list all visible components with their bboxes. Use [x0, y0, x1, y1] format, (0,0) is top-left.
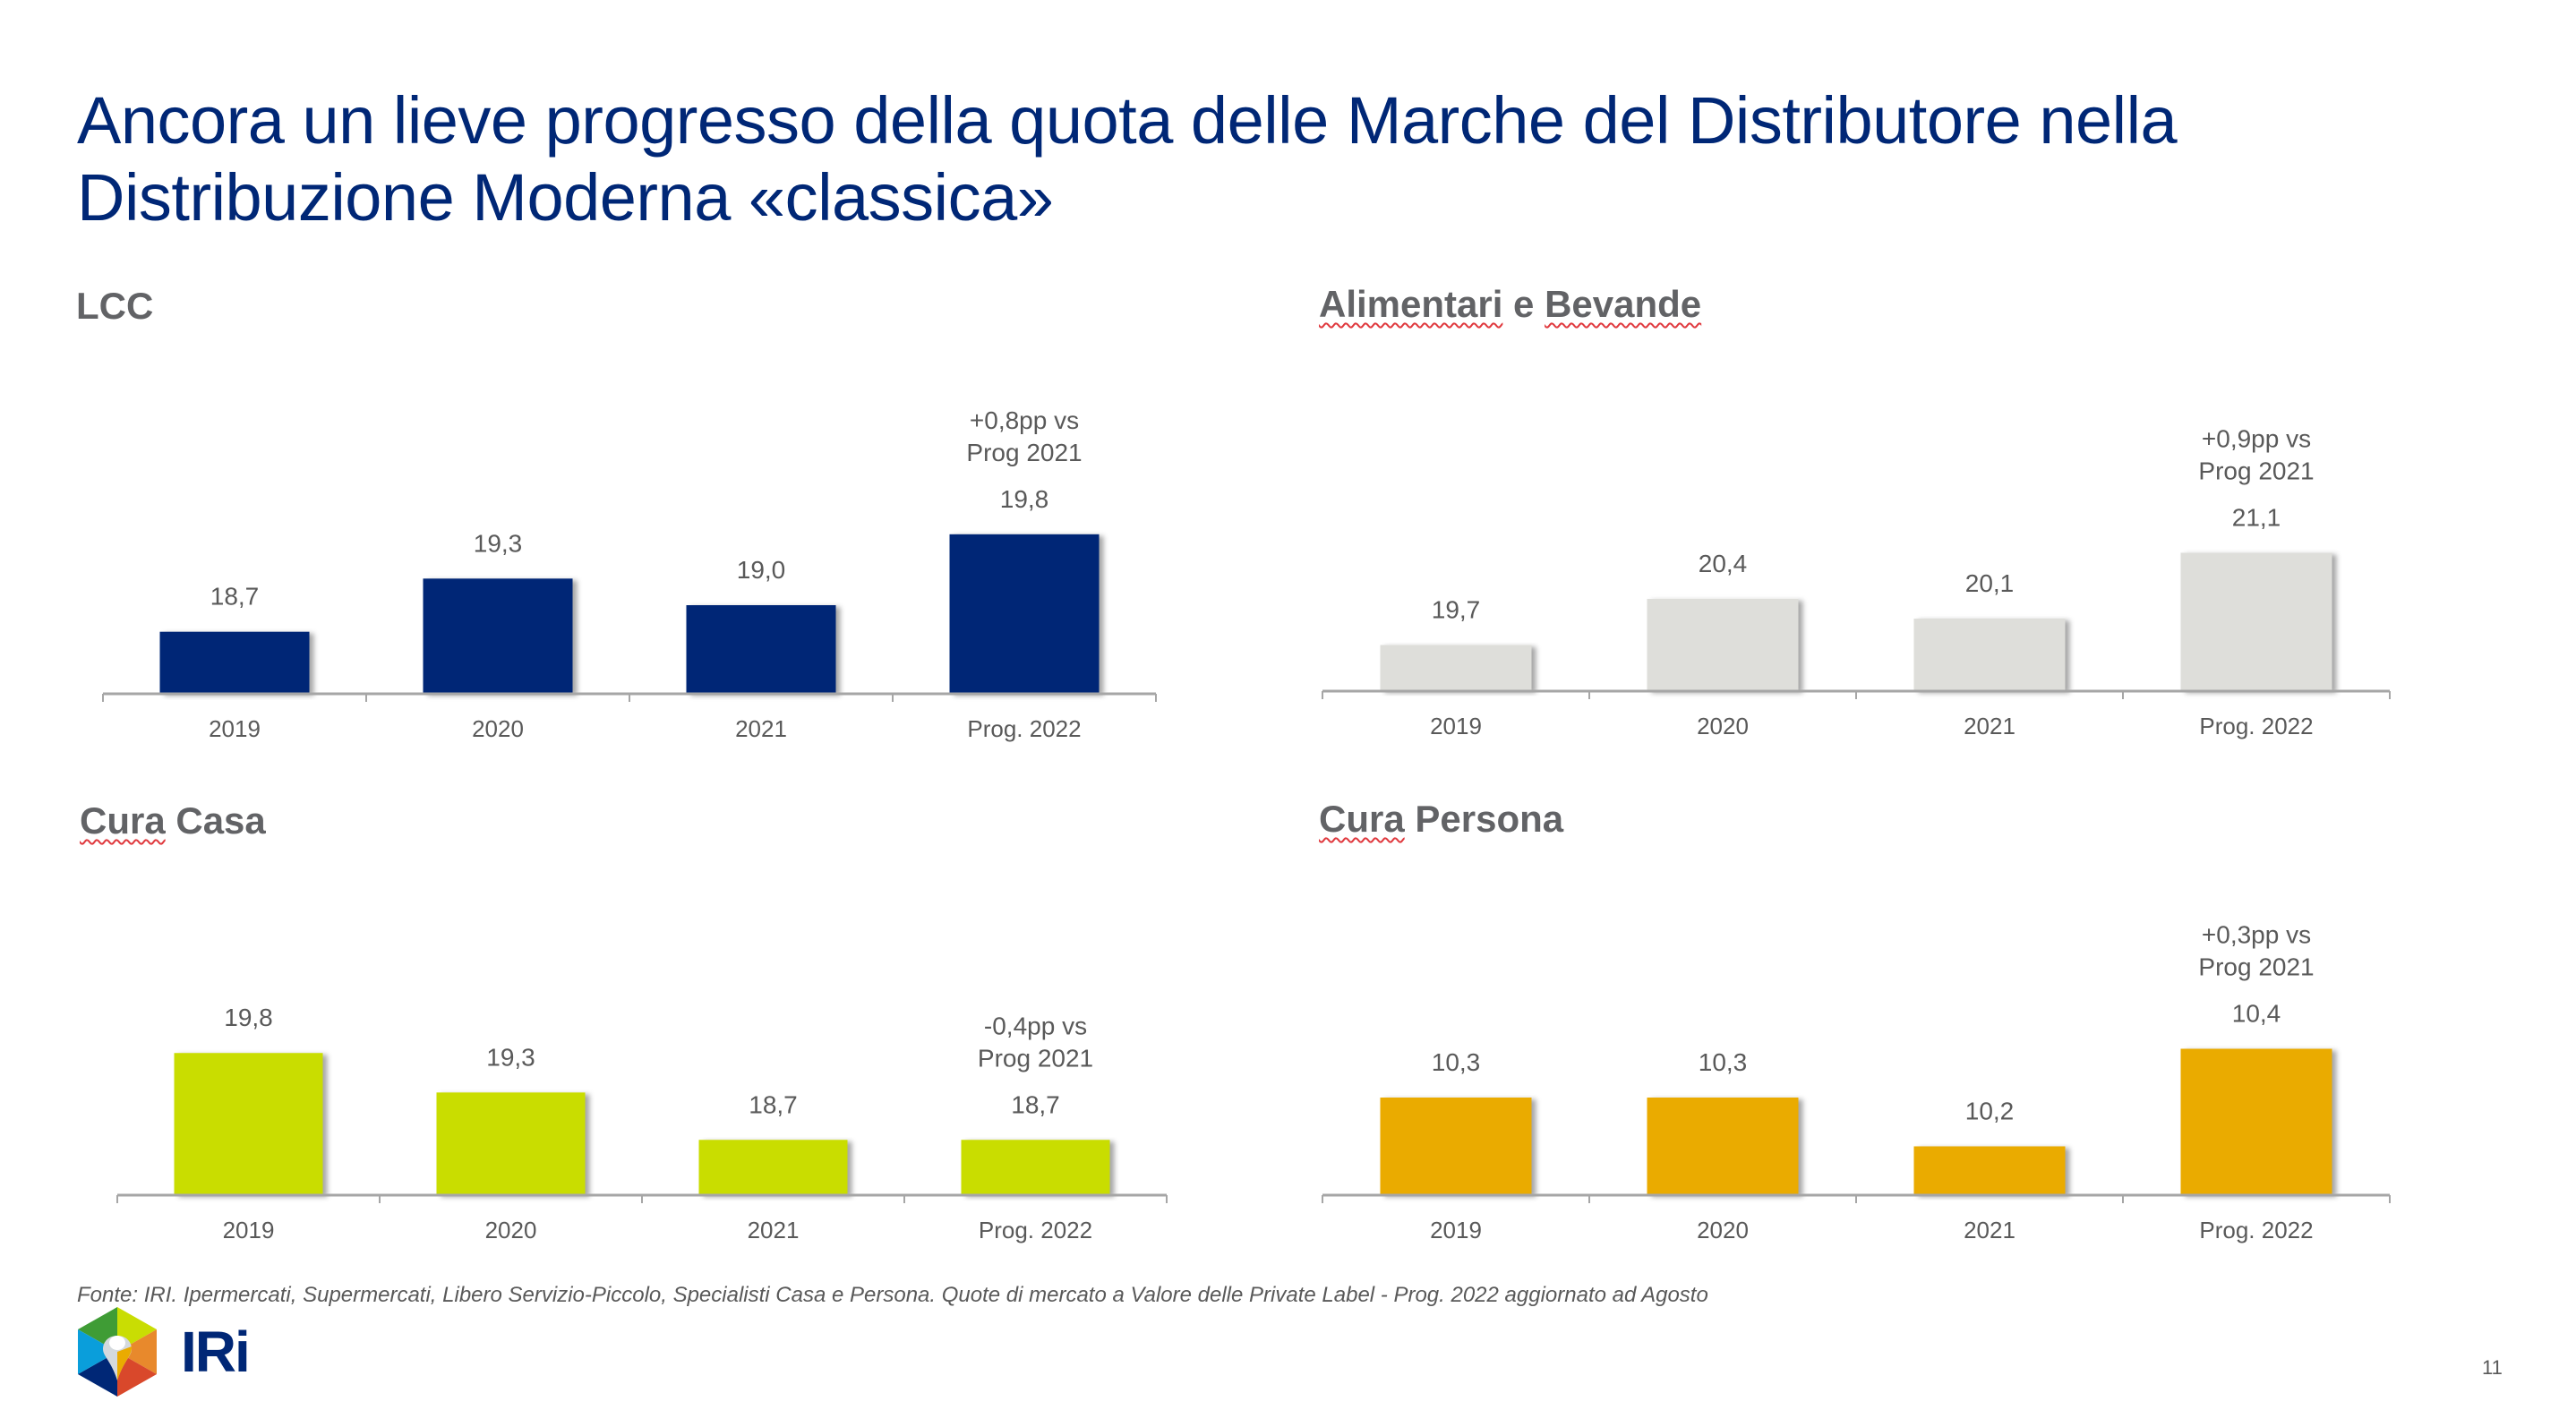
data-label: 10,4 [2232, 1000, 2281, 1028]
x-tick-label: 2019 [1430, 713, 1482, 739]
x-tick-label: 2020 [1697, 713, 1749, 739]
x-tick-label: 2020 [485, 1217, 537, 1243]
bar [1647, 598, 1799, 691]
x-tick-label: Prog. 2022 [979, 1217, 1092, 1243]
chart-title-part: Cura [80, 799, 166, 842]
bar [423, 578, 573, 694]
chart-title-part: Persona [1404, 798, 1564, 840]
chart-title: Cura Persona [1319, 798, 1563, 841]
data-label: 19,0 [737, 556, 786, 584]
bar [174, 1053, 323, 1195]
bar [1647, 1098, 1799, 1195]
bar [949, 534, 1100, 694]
bar [686, 605, 836, 694]
x-tick-label: 2021 [1964, 1217, 2015, 1243]
annotation-label: +0,9pp vs [2202, 424, 2311, 452]
data-label: 18,7 [1011, 1090, 1060, 1118]
data-label: 19,3 [474, 529, 523, 557]
chart-title-part: Alimentari [1319, 283, 1503, 325]
bar [1380, 645, 1532, 691]
bar [2180, 552, 2332, 691]
slide-title-line: Distribuzione Moderna «classica» [77, 160, 1054, 235]
bar [1913, 1146, 2066, 1195]
chart-title: Alimentari e Bevande [1319, 283, 1701, 326]
x-tick-label: Prog. 2022 [967, 715, 1081, 742]
chart-title-part: Cura [1319, 798, 1405, 840]
bar [961, 1140, 1110, 1195]
data-label: 18,7 [210, 583, 260, 611]
x-tick-label: 2020 [472, 715, 524, 742]
bar [1380, 1098, 1532, 1195]
data-label: 20,1 [1965, 569, 2015, 597]
x-tick-label: 2019 [209, 715, 261, 742]
annotation-label: -0,4pp vs [984, 1012, 1087, 1039]
annotation-label: Prog 2021 [2198, 457, 2314, 484]
data-label: 10,3 [1432, 1048, 1481, 1076]
iri-logo: IRi [75, 1305, 254, 1398]
chart-title: LCC [76, 285, 153, 328]
bar [2180, 1048, 2332, 1195]
data-label: 19,8 [224, 1004, 273, 1031]
x-tick-label: 2021 [1964, 713, 2015, 739]
bar [159, 631, 310, 694]
chart-title-part: Casa [165, 799, 266, 842]
data-label: 10,3 [1699, 1048, 1748, 1076]
bar [1913, 619, 2066, 691]
slide-title-line: Ancora un lieve progresso della quota de… [77, 83, 2178, 158]
source-note: Fonte: IRI. Ipermercati, Supermercati, L… [77, 1283, 1708, 1307]
chart-title: Cura Casa [80, 799, 266, 842]
iri-hexagon-logo-icon: IRi [78, 1307, 251, 1397]
data-label: 18,7 [749, 1090, 798, 1118]
annotation-label: Prog 2021 [966, 439, 1082, 466]
data-label: 19,3 [486, 1043, 535, 1071]
annotation-label: +0,8pp vs [970, 406, 1079, 434]
data-label: 20,4 [1699, 550, 1748, 577]
page-number: 11 [2482, 1356, 2503, 1379]
x-tick-label: 2019 [1430, 1217, 1482, 1243]
logo-text: IRi [181, 1320, 249, 1384]
chart-title-part: Bevande [1545, 283, 1702, 325]
annotation-label: Prog 2021 [978, 1044, 1093, 1072]
x-tick-label: 2020 [1697, 1217, 1749, 1243]
x-tick-label: Prog. 2022 [2199, 713, 2313, 739]
x-tick-label: Prog. 2022 [2199, 1217, 2313, 1243]
x-tick-label: 2021 [748, 1217, 800, 1243]
data-label: 19,8 [1000, 485, 1049, 513]
chart-title-part: e [1502, 283, 1545, 325]
annotation-label: +0,3pp vs [2202, 921, 2311, 949]
annotation-label: Prog 2021 [2198, 953, 2314, 981]
bar [436, 1092, 586, 1195]
chart-title-part: LCC [76, 285, 154, 327]
x-tick-label: 2021 [735, 715, 787, 742]
x-tick-label: 2019 [223, 1217, 275, 1243]
bar [698, 1140, 848, 1195]
data-label: 21,1 [2232, 503, 2281, 531]
data-label: 19,7 [1432, 595, 1481, 623]
slide-title: Ancora un lieve progresso della quota de… [77, 82, 2178, 236]
data-label: 10,2 [1965, 1098, 2015, 1125]
